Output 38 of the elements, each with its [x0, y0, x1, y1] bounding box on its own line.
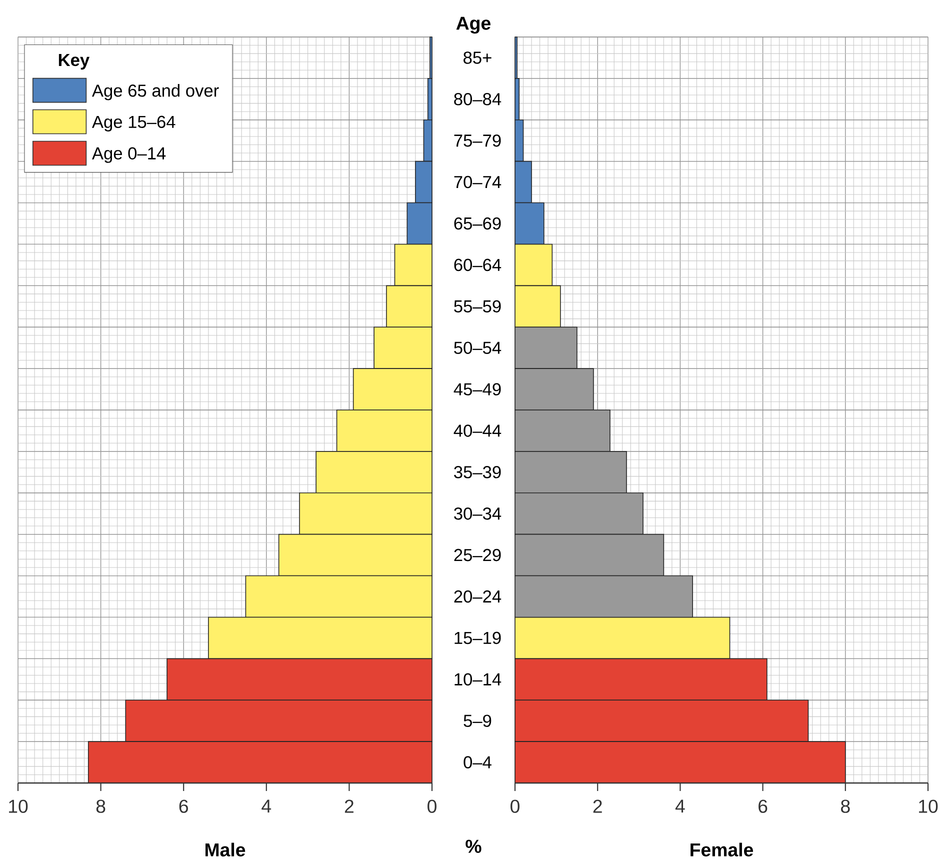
- y-axis-title: Age: [456, 16, 490, 34]
- y-tick-label: 35–39: [454, 466, 501, 478]
- x-tick-label: 4: [675, 800, 685, 813]
- x-tick-label: 6: [179, 800, 188, 813]
- x-tick-label: 6: [758, 800, 768, 813]
- x-axis-title: Male: [206, 842, 246, 856]
- y-tick-label: 75–79: [454, 134, 501, 147]
- x-tick-label: 0: [428, 800, 436, 813]
- y-tick-label: 70–74: [454, 176, 502, 188]
- y-tick-label: 60–64: [454, 258, 502, 272]
- y-tick-label: 80–84: [454, 93, 502, 106]
- y-tick-label: 40–44: [454, 424, 502, 437]
- x-tick-label: 10: [9, 800, 28, 813]
- x-axis-title: Female: [690, 842, 754, 856]
- y-tick-label: 85+: [464, 52, 492, 64]
- x-tick-label: 2: [593, 800, 602, 813]
- x-tick-label: 8: [841, 800, 850, 813]
- y-tick-label: 0–4: [464, 756, 492, 768]
- y-tick-label: 20–24: [454, 590, 502, 603]
- legend-title: Key: [58, 54, 90, 70]
- y-tick-label: 5–9: [464, 714, 492, 727]
- x-tick-label: 10: [919, 800, 938, 813]
- y-tick-label: 50–54: [454, 342, 502, 354]
- x-tick-label: 8: [96, 800, 106, 813]
- x-tick-label: 2: [344, 800, 354, 813]
- legend-label: Age 0–14: [92, 147, 166, 163]
- x-tick-label: 0: [510, 800, 520, 813]
- y-tick-label: 55–59: [454, 300, 501, 313]
- y-tick-label: 30–34: [454, 507, 502, 520]
- text: %: [466, 840, 482, 853]
- legend-label: Age 15–64: [92, 116, 176, 132]
- x-tick-label: 4: [262, 800, 272, 813]
- y-tick-label: 15–19: [454, 632, 501, 644]
- y-tick-label: 65–69: [454, 217, 501, 230]
- y-tick-label: 45–49: [454, 383, 501, 396]
- y-tick-label: 25–29: [454, 548, 501, 562]
- legend-label: Age 65 and over: [92, 84, 219, 100]
- y-tick-label: 10–14: [454, 673, 502, 686]
